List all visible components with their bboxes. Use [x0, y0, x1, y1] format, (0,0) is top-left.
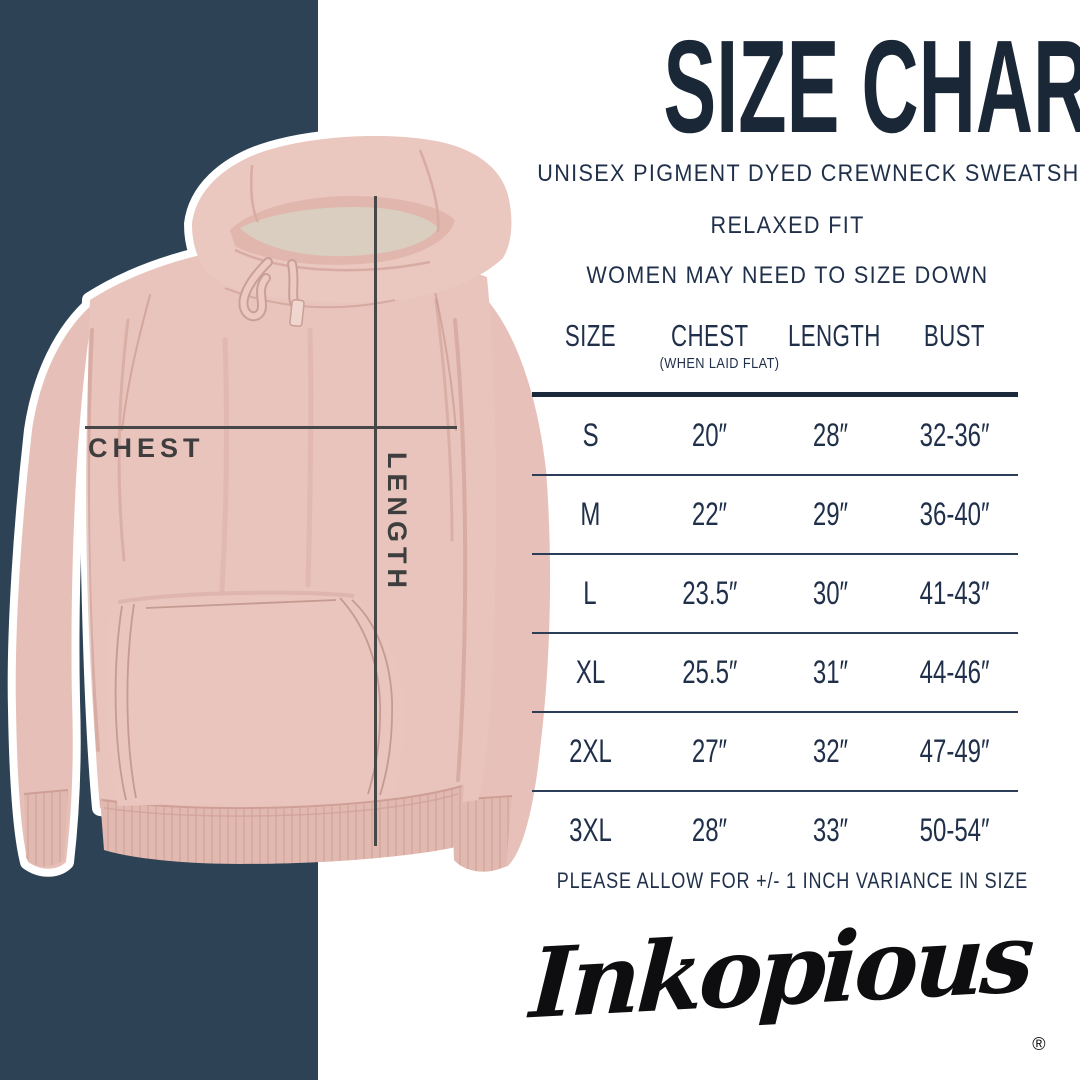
cell-size: S	[582, 417, 599, 453]
chest-measure-line	[85, 426, 457, 429]
cell-length: 30″	[813, 575, 849, 611]
chest-subnote: (WHEN LAID FLAT)	[659, 355, 780, 372]
col-header-bust: BUST	[924, 318, 986, 353]
page-title: SIZE CHART	[505, 20, 1080, 152]
brand-logo: Inkopious®	[505, 901, 1070, 1055]
length-measure-line	[374, 196, 377, 846]
cell-chest: 20″	[691, 417, 727, 453]
table-header-row: SIZE CHEST (WHEN LAID FLAT) LENGTH BUST	[532, 318, 1018, 392]
cell-size: XL	[575, 654, 605, 690]
cell-bust: 36-40″	[919, 496, 990, 532]
cell-size: 2XL	[568, 733, 612, 769]
hoodie-product-image	[7, 136, 551, 877]
cell-chest: 27″	[691, 733, 727, 769]
chest-label: CHEST	[88, 433, 205, 463]
cell-length: 29″	[813, 496, 849, 532]
cell-bust: 50-54″	[919, 812, 990, 848]
cell-bust: 44-46″	[919, 654, 990, 690]
cell-length: 33″	[813, 812, 849, 848]
cell-size: L	[583, 575, 597, 611]
length-label: LENGTH	[382, 452, 412, 593]
subtitle-fit: RELAXED FIT	[710, 212, 865, 239]
table-row-s: S 20″ 28″ 32-36″	[532, 397, 1018, 476]
table-row-3xl: 3XL 28″ 33″ 50-54″	[532, 792, 1018, 869]
cell-chest: 23.5″	[681, 575, 737, 611]
col-header-chest: CHEST (WHEN LAID FLAT)	[649, 318, 780, 373]
subtitle-sizing-advice: WOMEN MAY NEED TO SIZE DOWN	[586, 262, 989, 289]
cell-chest: 25.5″	[681, 654, 737, 690]
cell-size: 3XL	[568, 812, 612, 848]
table-row-2xl: 2XL 27″ 32″ 47-49″	[532, 713, 1018, 792]
subtitle-product: UNISEX PIGMENT DYED CREWNECK SWEATSHIRT	[537, 160, 1080, 187]
cell-bust: 47-49″	[919, 733, 990, 769]
table-row-xl: XL 25.5″ 31″ 44-46″	[532, 634, 1018, 713]
cell-bust: 32-36″	[919, 417, 990, 453]
cell-length: 32″	[813, 733, 849, 769]
page-title-text: SIZE CHART	[663, 13, 1080, 160]
cell-chest: 22″	[691, 496, 727, 532]
variance-note: PLEASE ALLOW FOR +/- 1 INCH VARIANCE IN …	[556, 868, 1029, 893]
table-row-l: L 23.5″ 30″ 41-43″	[532, 555, 1018, 634]
col-header-size: SIZE	[564, 318, 616, 353]
cell-size: M	[580, 496, 601, 532]
cell-length: 31″	[813, 654, 849, 690]
registered-trademark-mark: ®	[1032, 1034, 1046, 1054]
cell-length: 28″	[813, 417, 849, 453]
brand-logo-text: Inkopious	[526, 900, 1033, 1041]
size-table: SIZE CHEST (WHEN LAID FLAT) LENGTH BUST …	[532, 318, 1018, 869]
col-header-length: LENGTH	[788, 318, 881, 353]
cell-chest: 28″	[691, 812, 727, 848]
table-header-rule	[532, 392, 1018, 397]
cell-bust: 41-43″	[919, 575, 990, 611]
table-row-m: M 22″ 29″ 36-40″	[532, 476, 1018, 555]
